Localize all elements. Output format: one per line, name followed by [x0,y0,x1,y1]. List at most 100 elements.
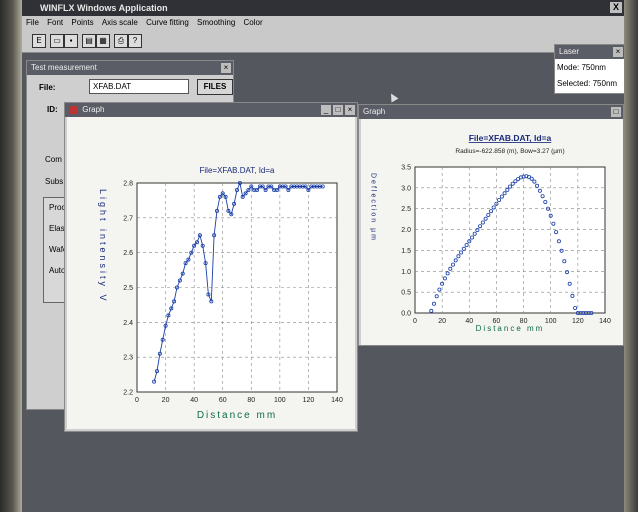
x-tick-label: 40 [190,397,198,404]
data-point [163,323,168,328]
menu-font[interactable]: Font [47,18,64,27]
app-title: WINFLX Windows Application [40,3,168,13]
y-tick-label: 3.0 [401,185,411,192]
file-input[interactable]: XFAB.DAT [89,79,189,94]
data-point [526,175,531,180]
toolbar-button-open[interactable]: ▭ [50,34,64,48]
y-tick-label: 3.5 [401,165,411,172]
data-point [548,213,553,218]
data-point [505,187,510,192]
data-point [586,310,591,315]
data-point [475,228,480,233]
data-point [459,250,464,255]
data-point [212,233,217,238]
y-tick-label: 2.7 [123,215,133,222]
data-point [232,201,237,206]
data-point [214,208,219,213]
data-point [494,201,499,206]
data-point [573,305,578,310]
data-point [297,184,302,189]
y-tick-label: 2.0 [401,227,411,234]
test-close-button[interactable]: × [221,63,231,73]
data-point [516,177,521,182]
toolbar-button-graph[interactable]: ▤ [82,34,96,48]
test-window-title: Test measurement [31,63,97,72]
data-point [464,243,469,248]
y-tick-label: 1.5 [401,248,411,255]
data-point [257,184,262,189]
laser-window-title-bar: Laser × [555,45,624,59]
data-point [453,258,458,263]
data-point [220,191,225,196]
y-tick-label: 2.3 [123,355,133,362]
menu-points[interactable]: Points [71,18,94,27]
graph-window-deflection: Graph □ 0 20 40 60 80 100 120 140 0.0 0.5 1.0 1.5 2.… [358,104,624,346]
graph1-title-bar: Graph _ □ × [65,103,357,117]
data-point [551,221,556,226]
data-point [440,281,445,286]
x-tick-label: 60 [493,318,501,325]
data-point [237,181,242,186]
data-point [260,184,265,189]
data-point [234,188,239,193]
data-point [578,310,583,315]
chart-title: File=XFAB.DAT, Id=a [200,166,276,175]
x-tick-label: 20 [438,318,446,325]
data-point [160,337,165,342]
data-point [483,216,488,221]
data-point [269,184,274,189]
menu-axis-scale[interactable]: Axis scale [101,18,138,27]
y-tick-label: 1.0 [401,269,411,276]
menu-color[interactable]: Color [243,18,263,27]
data-point [535,183,540,188]
graph1-close-button[interactable]: × [345,105,355,115]
data-point [502,191,507,196]
toolbar-button-help[interactable]: ? [128,34,142,48]
data-point [461,246,466,251]
data-point [246,188,251,193]
data-point [556,239,561,244]
data-point [575,310,580,315]
data-point [197,233,202,238]
toolbar-button-exit[interactable]: E [32,34,46,48]
x-tick-label: 60 [219,397,227,404]
menu-smoothing[interactable]: Smoothing [197,18,236,27]
data-point [562,259,567,264]
data-point [432,301,437,306]
y-tick-label: 0.0 [401,311,411,318]
toolbar-button-print[interactable]: ⎙ [114,34,128,48]
data-point [155,369,160,374]
menu-curve-fitting[interactable]: Curve fitting [146,18,189,27]
x-tick-label: 80 [520,318,528,325]
toolbar-button-save[interactable]: ▪ [64,34,78,48]
data-point [274,188,279,193]
desktop-screen: WINFLX Windows Application X File Font P… [22,0,624,512]
app-close-button[interactable]: X [610,2,622,13]
plot-area [414,166,606,314]
data-point [186,257,191,262]
data-point [189,250,194,255]
y-tick-label: 2.5 [401,206,411,213]
app-title-bar: WINFLX Windows Application X [22,0,624,16]
y-axis-label: Light intensity V [98,189,108,304]
data-point [559,248,564,253]
graph2-maximize-button[interactable]: □ [611,107,621,117]
laser-close-button[interactable]: × [613,47,623,57]
data-point [532,179,537,184]
chart-title: File=XFAB.DAT, Id=a [469,133,552,143]
toolbar: E ▭ ▪ ▤ ▦ ⎙ ? [22,30,624,53]
partial-label-wafe: Wafe [49,245,68,254]
data-point [478,224,483,229]
data-point [183,261,188,266]
menu-file[interactable]: File [26,18,39,27]
test-window-title-bar: Test measurement × [27,61,233,75]
data-point [254,188,259,193]
table-icon: ▦ [99,36,107,45]
toolbar-button-table[interactable]: ▦ [96,34,110,48]
graph1-maximize-button[interactable]: □ [333,105,343,115]
laser-mode-label: Mode: [557,63,580,72]
graph1-minimize-button[interactable]: _ [321,105,331,115]
y-tick-label: 2.8 [123,181,133,188]
data-point [223,194,228,199]
files-button[interactable]: FILES [197,79,233,95]
